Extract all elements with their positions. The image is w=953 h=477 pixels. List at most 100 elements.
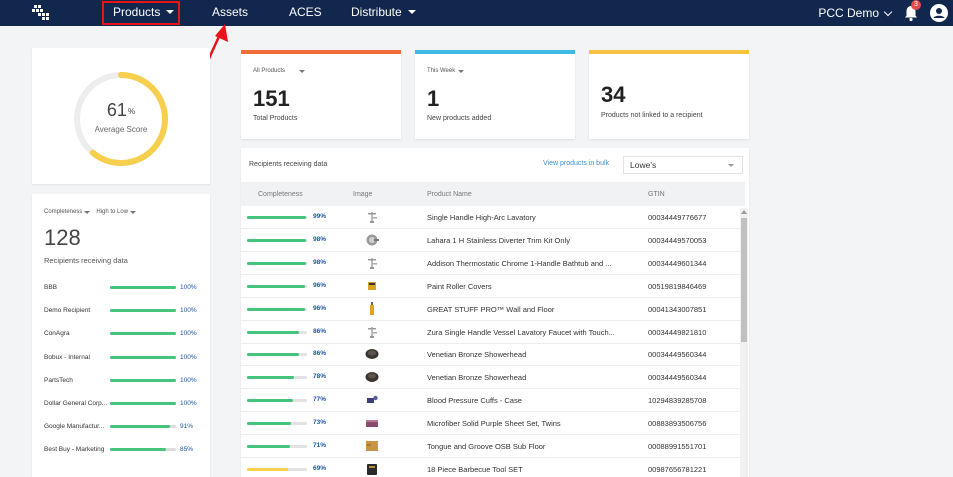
adhesive-icon <box>365 301 379 316</box>
scrollbar-thumb[interactable] <box>741 218 747 342</box>
table-row[interactable]: 99% Single Handle High-Arc Lavatory 000344… <box>241 206 741 229</box>
completeness-bar <box>247 330 307 334</box>
product-gtin: 00034449821810 <box>648 327 707 337</box>
recipient-row[interactable]: BBB 100% <box>44 282 204 294</box>
score-number: 61 <box>106 100 127 120</box>
view-products-in-bulk-link[interactable]: View products in bulk <box>543 160 610 167</box>
product-name[interactable]: Venetian Bronze Showerhead <box>427 350 527 360</box>
score-value: 61% <box>32 100 210 121</box>
completeness-bar <box>247 376 307 380</box>
nav-aces-label: ACES <box>289 5 322 19</box>
table-row[interactable]: 86% Zura Single Handle Vessel Lavatory Fa… <box>241 321 741 344</box>
account-menu[interactable]: PCC Demo <box>818 6 893 20</box>
products-highlight-box <box>102 1 180 25</box>
chevron-down-icon <box>728 164 734 167</box>
product-name[interactable]: Addison Thermostatic Chrome 1-Handle Bat… <box>427 258 612 268</box>
chevron-down-icon <box>458 69 465 73</box>
product-name[interactable]: Microfiber Solid Purple Sheet Set, Twins <box>427 419 561 429</box>
product-name[interactable]: Single Handle High-Arc Lavatory <box>427 213 536 222</box>
product-name[interactable]: Venetian Bronze Showerhead <box>427 373 527 383</box>
completeness-bar <box>247 216 307 219</box>
nav-products[interactable]: Products <box>113 5 175 19</box>
table-row[interactable]: 98% Addison Thermostatic Chrome 1-Handle … <box>241 252 741 275</box>
column-header-completeness[interactable]: Completeness <box>258 191 303 198</box>
recipient-progress-fill <box>110 309 176 313</box>
table-title: Recipients receiving data <box>249 161 328 168</box>
product-name[interactable]: Tongue and Groove OSB Sub Floor <box>427 442 546 451</box>
recipient-row[interactable]: ConAgra 100% <box>44 328 204 340</box>
recipient-name: BBB <box>44 284 58 291</box>
product-name[interactable]: Paint Roller Covers <box>427 281 492 291</box>
blood-pressure-cuff-icon <box>365 393 379 407</box>
period-dropdown[interactable]: This Week <box>427 68 465 74</box>
recipient-progress-fill <box>110 355 176 359</box>
product-name[interactable]: 18 Piece Barbecue Tool SET <box>427 464 523 474</box>
recipient-percentage: 100% <box>180 400 197 407</box>
table-header: Completeness Image Product Name GTIN <box>241 182 745 206</box>
product-name[interactable]: Blood Pressure Cuffs - Case <box>427 396 522 406</box>
card-accent-stripe <box>415 50 575 54</box>
table-row[interactable]: 69% 18 Piece Barbecue Tool SET 00987656781… <box>241 458 741 477</box>
new-products-card: This Week 1 New products added <box>415 50 575 139</box>
column-header-gtin[interactable]: GTIN <box>648 191 665 198</box>
chevron-down-icon <box>84 210 91 214</box>
nav-distribute[interactable]: Distribute <box>351 5 416 19</box>
trim-kit-icon <box>365 233 379 247</box>
product-name[interactable]: Lahara 1 H Stainless Diverter Trim Kit O… <box>427 235 570 245</box>
scroll-up-arrow-icon[interactable] <box>741 210 747 214</box>
score-label: Average Score <box>94 125 148 134</box>
product-gtin: 00034449776677 <box>648 213 707 222</box>
nav-assets[interactable]: Assets <box>212 5 248 19</box>
recipient-percentage: 91% <box>180 423 194 431</box>
product-scope-dropdown[interactable]: All Products <box>253 68 306 74</box>
recipient-row[interactable]: Google Manufactur... 91% <box>44 421 204 433</box>
column-header-product-name[interactable]: Product Name <box>427 191 472 198</box>
product-name[interactable]: Zura Single Handle Vessel Lavatory Fauce… <box>427 327 615 337</box>
sort-order-label: High to Low <box>96 209 129 215</box>
app-logo-icon[interactable] <box>30 3 56 23</box>
recipient-row[interactable]: PartsTech 100% <box>44 375 204 387</box>
completeness-percentage: 71% <box>313 442 327 449</box>
recipient-row[interactable]: Bobux - Internal 100% <box>44 352 204 364</box>
recipient-select[interactable]: Lowe's <box>623 156 743 174</box>
faucet-icon <box>365 210 379 224</box>
recipient-row[interactable]: Best Buy - Marketing 85% <box>44 444 204 456</box>
recipient-name: Bobux - Internal <box>44 353 90 361</box>
recipient-percentage: 85% <box>180 446 194 454</box>
account-label: PCC Demo <box>818 6 879 20</box>
user-avatar-icon[interactable] <box>930 4 948 22</box>
recipient-row[interactable]: Demo Recipient 100% <box>44 305 204 317</box>
table-row[interactable]: 73% Microfiber Solid Purple Sheet Set, Tw… <box>241 412 741 436</box>
nav-aces[interactable]: ACES <box>289 5 322 19</box>
sort-field-label: Completeness <box>44 209 83 215</box>
completeness-percentage: 69% <box>313 464 327 472</box>
total-products-card: All Products 151 Total Products <box>241 50 401 139</box>
completeness-percentage: 78% <box>313 373 327 381</box>
completeness-percentage: 73% <box>313 419 327 427</box>
sort-field-dropdown[interactable]: Completeness <box>44 209 91 215</box>
product-gtin: 00883893506756 <box>648 419 707 429</box>
product-gtin: 10294839285708 <box>648 396 707 406</box>
recipient-percentage: 100% <box>180 376 197 384</box>
chevron-down-icon <box>407 10 416 14</box>
table-row[interactable]: 86% Venetian Bronze Showerhead 00034449560… <box>241 343 741 367</box>
recipients-card: Completeness High to Low 128 Recipients … <box>32 194 210 477</box>
completeness-percentage: 86% <box>313 350 327 358</box>
completeness-fill <box>247 238 306 242</box>
table-scrollbar[interactable] <box>740 208 748 477</box>
table-row[interactable]: 96% GREAT STUFF PRO™ Wall and Floor 000413… <box>241 298 741 321</box>
table-row[interactable]: 78% Venetian Bronze Showerhead 00034449560… <box>241 366 741 390</box>
table-row[interactable]: 71% Tongue and Groove OSB Sub Floor 000889… <box>241 435 741 458</box>
completeness-fill <box>247 330 299 334</box>
new-products-value: 1 <box>427 86 440 111</box>
sort-order-dropdown[interactable]: High to Low <box>96 209 137 215</box>
table-row[interactable]: 77% Blood Pressure Cuffs - Case 1029483928… <box>241 389 741 413</box>
new-products-label: New products added <box>427 115 492 122</box>
column-header-image: Image <box>353 191 373 198</box>
completeness-bar <box>247 422 307 426</box>
recipient-row[interactable]: Dollar General Corp... 100% <box>44 398 204 410</box>
product-name[interactable]: GREAT STUFF PRO™ Wall and Floor <box>427 304 555 314</box>
card-accent-stripe <box>241 50 401 54</box>
table-row[interactable]: 96% Paint Roller Covers 00519819846469 <box>241 275 741 298</box>
table-row[interactable]: 98% Lahara 1 H Stainless Diverter Trim Ki… <box>241 229 741 252</box>
